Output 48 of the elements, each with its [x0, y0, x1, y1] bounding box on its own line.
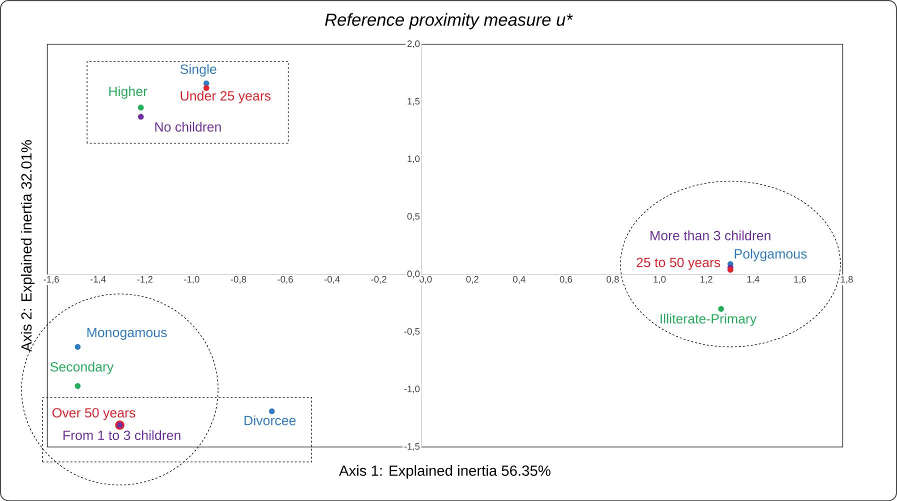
series-label: Divorcee [244, 415, 296, 426]
text: More than 3 children [650, 230, 770, 240]
y-tick-label: 0,5 [407, 212, 420, 221]
y-tick-label: -1,5 [404, 443, 420, 451]
point [718, 306, 724, 312]
x-tick-label: 0,6 [560, 276, 572, 284]
x-tick-label: -0,4 [324, 276, 340, 284]
point [74, 382, 81, 389]
series-label: From 1 to 3 children [64, 430, 180, 440]
x-tick-label: -1,4 [90, 276, 106, 284]
x-tick-label: -1,0 [184, 276, 200, 284]
series-label: Over 50 years [52, 408, 136, 420]
point [727, 266, 734, 273]
x-tick-label: 0,8 [606, 276, 619, 284]
x-tick-label: -0,8 [230, 276, 246, 284]
y-tick-label: 1,0 [408, 155, 420, 164]
y-tick-label: -0,5 [404, 328, 420, 336]
series-label: Illiterate-Primary [660, 314, 757, 326]
x-tick-label: -0,2 [371, 276, 386, 284]
x-tick-label: -1,6 [44, 276, 59, 284]
point [138, 104, 144, 110]
y-tick-label: -1,0 [404, 385, 420, 394]
series-label: Higher [109, 86, 148, 99]
x-tick-label: 0,4 [513, 276, 526, 284]
x-axis-title: Axis 1: Explained inertia 56.35% [338, 464, 550, 479]
point [74, 344, 81, 350]
point [138, 114, 144, 120]
y-tick-label: 1,5 [408, 98, 420, 106]
series-label: 25 to 50 years [636, 258, 720, 270]
x-tick-label: -0,6 [278, 276, 293, 284]
y-tick-label: 2,0 [407, 40, 420, 48]
point [268, 408, 275, 414]
y-axis-title: Axis 2: Explained inertia 32.01% [20, 140, 35, 352]
series-label: Secondary [50, 362, 114, 374]
x-tick-label: -1,2 [137, 276, 152, 284]
series-label: No children [155, 122, 221, 132]
x-tick-label: 1,0 [654, 276, 666, 284]
series-label: Monogamous [87, 328, 167, 340]
x-tick-label: 0,2 [466, 276, 478, 284]
series-label: Polygamous [734, 248, 807, 262]
series-label: Under 25 years [180, 90, 271, 104]
x-tick-label: 1,6 [794, 276, 806, 284]
series-label: Single [180, 64, 216, 76]
x-tick-label: 1,8 [840, 276, 853, 284]
point [203, 84, 210, 91]
x-tick-label: 1,2 [700, 276, 712, 284]
chart-title: Reference proximity measure u* [325, 12, 573, 30]
x-tick-label: 1,4 [747, 276, 760, 284]
